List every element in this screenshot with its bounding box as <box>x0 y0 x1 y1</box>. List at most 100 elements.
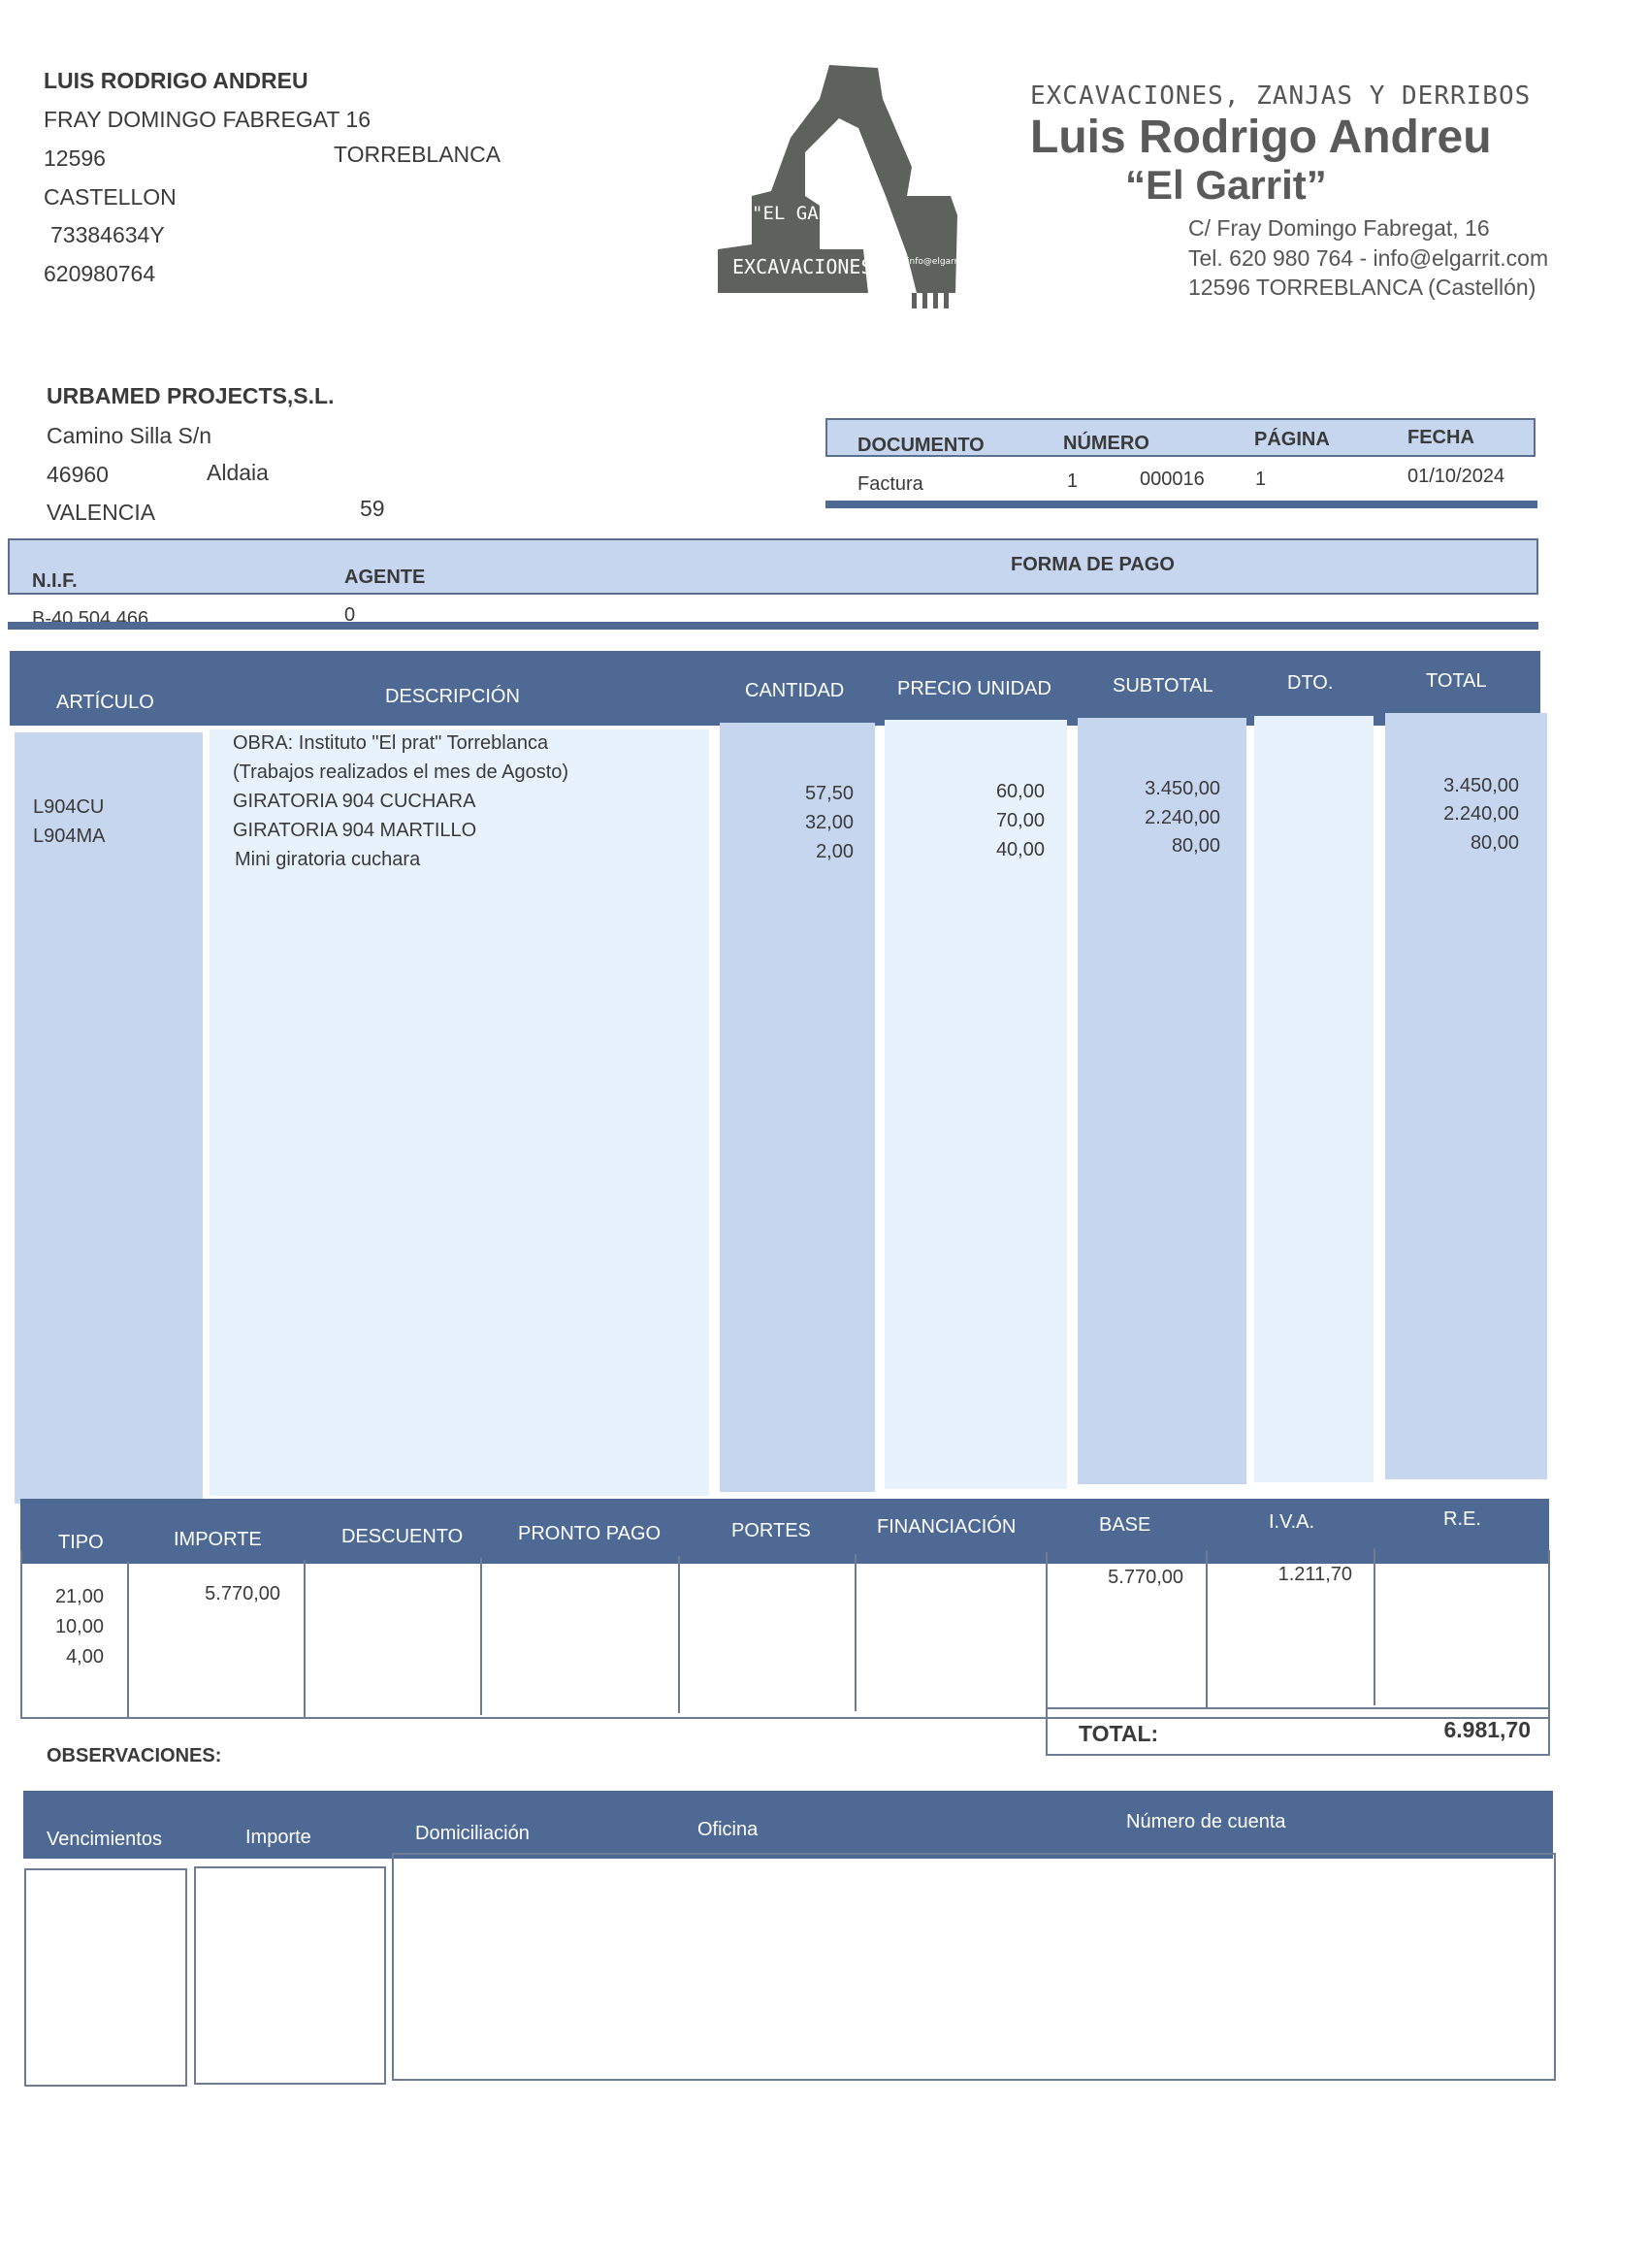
document-header-date: FECHA <box>1407 427 1474 448</box>
tax-vat: 1.211,70 <box>1277 1564 1352 1585</box>
payment-header-nif: N.I.F. <box>32 570 78 592</box>
item-unit-price: 60,00 <box>995 781 1045 802</box>
document-series: 1 <box>1067 470 1079 492</box>
taxes-divider <box>1206 1550 1208 1707</box>
bank-header-due-dates: Vencimientos <box>47 1829 162 1850</box>
taxes-divider <box>127 1562 129 1719</box>
bank-header <box>23 1791 1553 1859</box>
items-description-line: OBRA: Instituto "El prat" Torreblanca <box>233 732 549 754</box>
item-quantity: 32,00 <box>804 812 854 833</box>
taxes-divider <box>480 1558 482 1715</box>
taxes-header-financing: FINANCIACIÓN <box>877 1516 1017 1538</box>
excavator-logo: "EL GARRIT" EXCAVACIONES 620 980 764 inf… <box>718 65 1005 308</box>
items-header-discount: DTO. <box>1287 672 1334 694</box>
bank-header-account-number: Número de cuenta <box>1126 1811 1286 1832</box>
taxes-divider <box>1046 1552 1048 1709</box>
document-page: 1 <box>1255 469 1267 490</box>
logo-name: Luis Rodrigo Andreu <box>1030 112 1492 163</box>
issuer-phone: 620980764 <box>44 261 156 286</box>
item-article: L904MA <box>33 826 106 847</box>
document-header-page: PÁGINA <box>1254 429 1330 450</box>
payment-agent: 0 <box>344 604 356 626</box>
document-divider <box>825 501 1537 508</box>
document-header-type: DOCUMENTO <box>857 435 985 456</box>
bank-account-box <box>392 1853 1556 2081</box>
issuer-postal-code: 12596 <box>44 146 106 171</box>
item-total: 80,00 <box>1470 832 1519 854</box>
tax-rate: 10,00 <box>54 1616 104 1637</box>
logo-tagline: EXCAVACIONES, ZANJAS Y DERRIBOS <box>1030 81 1532 111</box>
item-unit-price: 40,00 <box>995 839 1045 860</box>
item-total: 3.450,00 <box>1443 775 1519 796</box>
item-quantity: 57,50 <box>804 783 854 804</box>
logo-nickname: “El Garrit” <box>1125 162 1327 208</box>
item-article: L904CU <box>33 796 105 818</box>
logo-address: C/ Fray Domingo Fabregat, 16 <box>1188 215 1490 241</box>
item-subtotal: 80,00 <box>1171 835 1220 857</box>
total-label: TOTAL: <box>1079 1721 1159 1746</box>
bank-due-dates-box <box>24 1868 187 2087</box>
items-header-subtotal: SUBTOTAL <box>1113 675 1213 697</box>
taxes-body <box>20 1550 1550 1719</box>
logo-city: 12596 TORREBLANCA (Castellón) <box>1188 275 1536 300</box>
taxes-header-amount: IMPORTE <box>174 1529 262 1550</box>
document-header-number: NÚMERO <box>1063 433 1149 454</box>
document-number: 000016 <box>1140 469 1205 490</box>
taxes-divider <box>855 1554 857 1711</box>
item-description: Mini giratoria cuchara <box>235 849 421 870</box>
items-col-discount <box>1254 716 1374 1482</box>
items-description-line: (Trabajos realizados el mes de Agosto) <box>233 761 569 783</box>
payment-header-agent: AGENTE <box>344 567 426 588</box>
taxes-divider <box>304 1560 306 1717</box>
issuer-tax-id: 73384634Y <box>50 222 165 247</box>
payment-header-bar <box>8 538 1538 595</box>
taxes-header-type: TIPO <box>58 1532 104 1553</box>
observations-label: OBSERVACIONES: <box>47 1745 222 1766</box>
item-subtotal: 2.240,00 <box>1145 807 1220 828</box>
tax-rate: 21,00 <box>54 1586 104 1607</box>
client-extra: 59 <box>360 496 385 521</box>
client-province: VALENCIA <box>47 500 156 525</box>
client-city: Aldaia <box>207 460 269 485</box>
taxes-header <box>20 1499 1549 1564</box>
logo-arm-email: info@elgarrit.com <box>907 257 986 267</box>
items-col-description <box>210 729 709 1496</box>
issuer-province: CASTELLON <box>44 184 177 210</box>
client-address: Camino Silla S/n <box>47 423 212 448</box>
taxes-header-vat: I.V.A. <box>1269 1511 1315 1533</box>
taxes-header-re: R.E. <box>1443 1508 1481 1530</box>
item-subtotal: 3.450,00 <box>1145 778 1220 799</box>
client-postal-code: 46960 <box>47 462 109 487</box>
issuer-address: FRAY DOMINGO FABREGAT 16 <box>44 107 371 132</box>
items-header-article: ARTÍCULO <box>56 692 154 713</box>
bank-header-amount: Importe <box>245 1827 311 1848</box>
item-total: 2.240,00 <box>1443 803 1519 825</box>
items-col-subtotal <box>1078 718 1246 1484</box>
taxes-divider <box>678 1556 680 1713</box>
taxes-header-early-payment: PRONTO PAGO <box>518 1523 662 1544</box>
item-quantity: 2,00 <box>816 841 854 862</box>
document-type: Factura <box>857 473 923 495</box>
bank-amount-box <box>194 1866 386 2085</box>
items-header-unit-price: PRECIO UNIDAD <box>897 678 1051 699</box>
items-col-quantity <box>720 723 875 1492</box>
payment-header-method: FORMA DE PAGO <box>1011 554 1175 575</box>
issuer-city: TORREBLANCA <box>334 142 501 167</box>
total-box: TOTAL: 6.981,70 <box>1046 1707 1550 1756</box>
logo-contact: Tel. 620 980 764 - info@elgarrit.com <box>1188 245 1549 271</box>
tax-amount: 5.770,00 <box>205 1583 280 1604</box>
bank-header-domiciliation: Domiciliación <box>415 1823 530 1844</box>
tax-rate: 4,00 <box>66 1646 104 1668</box>
taxes-header-base: BASE <box>1099 1514 1151 1536</box>
item-description: GIRATORIA 904 MARTILLO <box>233 820 477 841</box>
items-col-total <box>1385 713 1547 1479</box>
items-header <box>10 651 1540 726</box>
logo-badge-top: "EL GARRIT" <box>752 203 874 224</box>
client-name: URBAMED PROJECTS,S.L. <box>47 383 335 408</box>
item-unit-price: 70,00 <box>995 810 1045 831</box>
items-header-quantity: CANTIDAD <box>745 680 845 701</box>
issuer-name: LUIS RODRIGO ANDREU <box>44 68 308 93</box>
document-header-bar <box>825 418 1536 457</box>
taxes-header-shipping: PORTES <box>731 1520 811 1541</box>
